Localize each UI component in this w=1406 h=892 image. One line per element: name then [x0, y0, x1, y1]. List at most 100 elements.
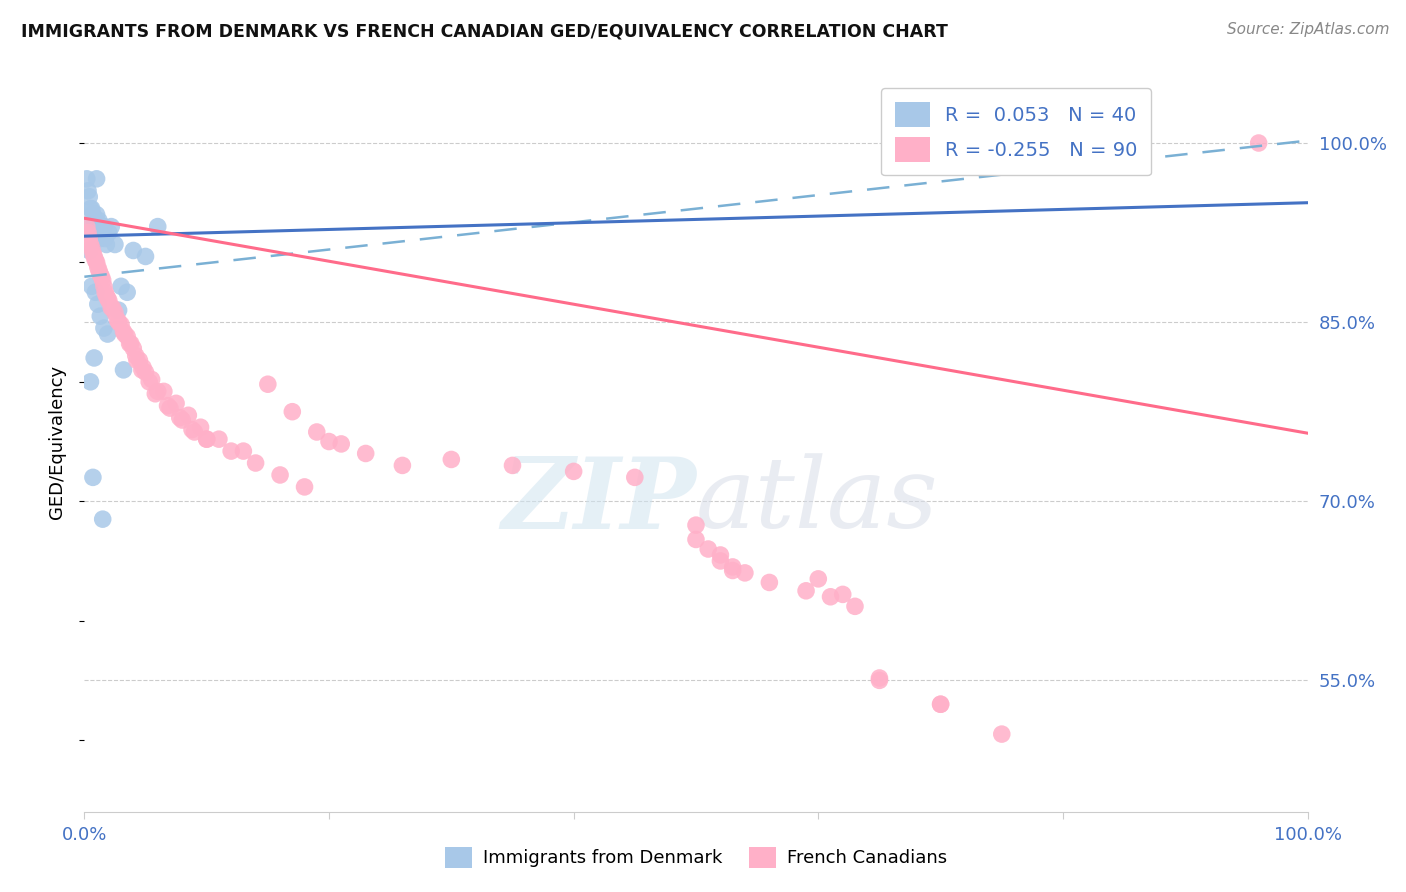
Point	[86, 255, 108, 269]
Point	[83, 351, 105, 365]
Point	[76, 219, 98, 234]
Point	[132, 360, 155, 375]
Point	[77, 219, 100, 234]
Point	[91, 273, 114, 287]
Point	[87, 260, 110, 275]
Point	[97, 327, 120, 342]
Point	[112, 363, 135, 377]
Point	[104, 237, 127, 252]
Point	[87, 264, 110, 278]
Point	[195, 432, 218, 446]
Point	[114, 327, 136, 342]
Point	[84, 213, 107, 227]
Point	[94, 285, 117, 300]
Point	[183, 425, 205, 439]
Point	[89, 231, 111, 245]
Point	[269, 467, 291, 482]
Point	[77, 190, 100, 204]
Point	[208, 432, 231, 446]
Point	[1247, 136, 1270, 150]
Point	[97, 293, 120, 308]
Point	[305, 425, 328, 439]
Point	[90, 269, 112, 284]
Point	[101, 301, 124, 315]
Point	[96, 237, 118, 252]
Point	[77, 231, 100, 245]
Point	[440, 452, 463, 467]
Point	[122, 342, 145, 356]
Point	[100, 301, 122, 315]
Point	[125, 353, 148, 368]
Point	[86, 208, 108, 222]
Point	[721, 564, 744, 578]
Point	[721, 560, 744, 574]
Point	[105, 312, 128, 326]
Point	[195, 432, 218, 446]
Point	[807, 572, 830, 586]
Point	[110, 279, 132, 293]
Point	[112, 325, 135, 339]
Point	[156, 399, 179, 413]
Point	[93, 321, 115, 335]
Point	[82, 208, 104, 222]
Point	[110, 318, 132, 332]
Point	[93, 219, 115, 234]
Point	[115, 329, 138, 343]
Point	[84, 253, 107, 268]
Point	[107, 315, 129, 329]
Point	[89, 309, 111, 323]
Point	[138, 375, 160, 389]
Point	[141, 372, 163, 386]
Point	[76, 171, 98, 186]
Point	[165, 396, 187, 410]
Point	[219, 444, 242, 458]
Point	[391, 458, 413, 473]
Point	[245, 456, 267, 470]
Point	[89, 268, 111, 282]
Point	[87, 213, 110, 227]
Point	[869, 671, 891, 685]
Point	[79, 375, 101, 389]
Y-axis label: GED/Equivalency: GED/Equivalency	[48, 365, 66, 518]
Point	[120, 336, 142, 351]
Point	[697, 541, 720, 556]
Point	[169, 410, 191, 425]
Point	[354, 446, 377, 460]
Point	[190, 420, 212, 434]
Text: Source: ZipAtlas.com: Source: ZipAtlas.com	[1226, 22, 1389, 37]
Point	[146, 384, 169, 399]
Point	[153, 384, 176, 399]
Point	[91, 512, 114, 526]
Point	[820, 590, 842, 604]
Text: ZIP: ZIP	[501, 452, 696, 549]
Point	[104, 305, 127, 319]
Point	[122, 244, 145, 258]
Point	[172, 413, 194, 427]
Point	[318, 434, 340, 449]
Point	[135, 365, 157, 379]
Point	[82, 245, 104, 260]
Point	[97, 226, 120, 240]
Point	[794, 583, 817, 598]
Point	[869, 673, 891, 688]
Point	[90, 226, 112, 240]
Point	[844, 599, 866, 614]
Text: atlas: atlas	[696, 453, 939, 549]
Point	[128, 353, 150, 368]
Point	[146, 219, 169, 234]
Point	[181, 423, 204, 437]
Point	[80, 279, 103, 293]
Point	[83, 250, 105, 264]
Point	[125, 349, 148, 363]
Point	[100, 219, 122, 234]
Point	[294, 480, 316, 494]
Point	[93, 279, 115, 293]
Point	[94, 231, 117, 245]
Point	[84, 285, 107, 300]
Point	[96, 289, 118, 303]
Point	[685, 518, 707, 533]
Point	[135, 250, 157, 264]
Point	[929, 698, 952, 712]
Point	[97, 291, 120, 305]
Point	[77, 226, 100, 240]
